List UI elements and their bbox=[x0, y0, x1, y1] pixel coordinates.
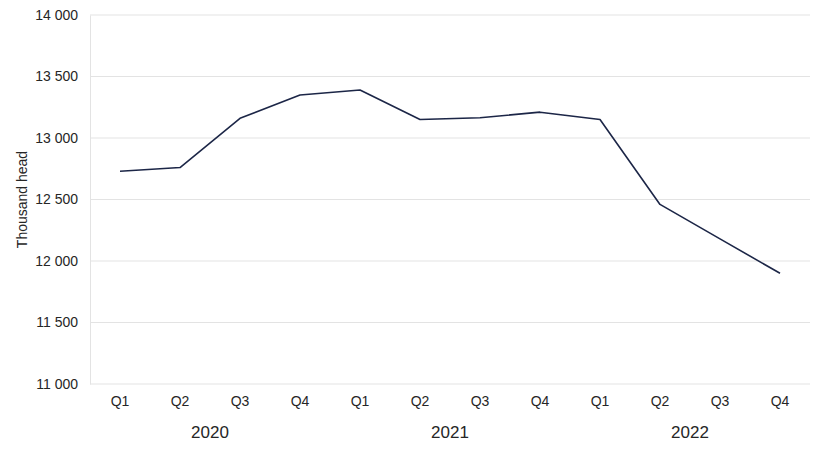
x-tick: Q2 bbox=[651, 384, 670, 409]
grid-line bbox=[90, 199, 810, 200]
x-axis: Q1 Q2 Q3 Q4 Q1 Q2 Q3 Q4 Q1 Q2 Q3 Q4 bbox=[91, 384, 811, 409]
y-tick-label: 13 000 bbox=[35, 130, 78, 146]
x-tick: Q2 bbox=[411, 384, 430, 409]
y-tick: 14 000 bbox=[35, 7, 90, 23]
x-tick: Q2 bbox=[171, 384, 190, 409]
y-axis-title: Thousand head bbox=[14, 151, 30, 248]
x-tick: Q3 bbox=[471, 384, 490, 409]
x-tick-label: Q2 bbox=[171, 393, 190, 409]
data-line bbox=[120, 90, 780, 273]
grid-line bbox=[90, 138, 810, 139]
x-tick-label: Q2 bbox=[651, 393, 670, 409]
year-label: 2022 bbox=[671, 423, 709, 442]
grid-line bbox=[90, 261, 810, 262]
x-tick: Q1 bbox=[111, 384, 130, 409]
x-tick: Q4 bbox=[771, 384, 790, 409]
x-tick-label: Q4 bbox=[771, 393, 790, 409]
x-tick-label: Q3 bbox=[231, 393, 250, 409]
y-tick: 12 000 bbox=[35, 253, 90, 269]
x-tick-label: Q1 bbox=[111, 393, 130, 409]
y-axis: 11 000 11 500 12 000 12 500 13 000 13 500 14 0… bbox=[35, 7, 90, 392]
y-axis-line bbox=[90, 16, 91, 385]
y-tick: 13 500 bbox=[35, 68, 90, 84]
x-tick-label: Q4 bbox=[291, 393, 310, 409]
x-tick: Q1 bbox=[351, 384, 370, 409]
x-tick-label: Q2 bbox=[411, 393, 430, 409]
x-tick-label: Q3 bbox=[471, 393, 490, 409]
y-tick-label: 12 500 bbox=[35, 191, 78, 207]
x-tick-label: Q4 bbox=[531, 393, 550, 409]
y-tick-label: 12 000 bbox=[35, 253, 78, 269]
y-tick-label: 14 000 bbox=[35, 7, 78, 23]
grid-line bbox=[90, 384, 810, 385]
y-tick-label: 11 500 bbox=[36, 314, 78, 330]
y-tick: 11 500 bbox=[36, 314, 90, 330]
x-tick: Q1 bbox=[591, 384, 610, 409]
x-tick: Q3 bbox=[231, 384, 250, 409]
x-axis-line bbox=[91, 384, 811, 385]
grid-line bbox=[90, 322, 810, 323]
grid-line bbox=[90, 76, 810, 77]
y-tick: 12 500 bbox=[35, 191, 90, 207]
y-tick-label: 13 500 bbox=[35, 68, 78, 84]
grid-line bbox=[90, 15, 810, 16]
x-tick-label: Q1 bbox=[351, 393, 370, 409]
chart: 11 000 11 500 12 000 12 500 13 000 13 500 14 0… bbox=[0, 0, 820, 461]
y-tick-label: 11 000 bbox=[36, 376, 78, 392]
grid bbox=[90, 15, 810, 384]
x-tick: Q4 bbox=[291, 384, 310, 409]
year-label: 2020 bbox=[191, 423, 229, 442]
x-tick: Q3 bbox=[711, 384, 730, 409]
y-tick: 13 000 bbox=[35, 130, 90, 146]
year-label: 2021 bbox=[431, 423, 469, 442]
plot-area bbox=[120, 90, 780, 273]
x-tick-label: Q1 bbox=[591, 393, 610, 409]
x-tick: Q4 bbox=[531, 384, 550, 409]
y-tick: 11 000 bbox=[36, 376, 90, 392]
x-tick-label: Q3 bbox=[711, 393, 730, 409]
year-labels: 2020 2021 2022 bbox=[191, 423, 709, 442]
